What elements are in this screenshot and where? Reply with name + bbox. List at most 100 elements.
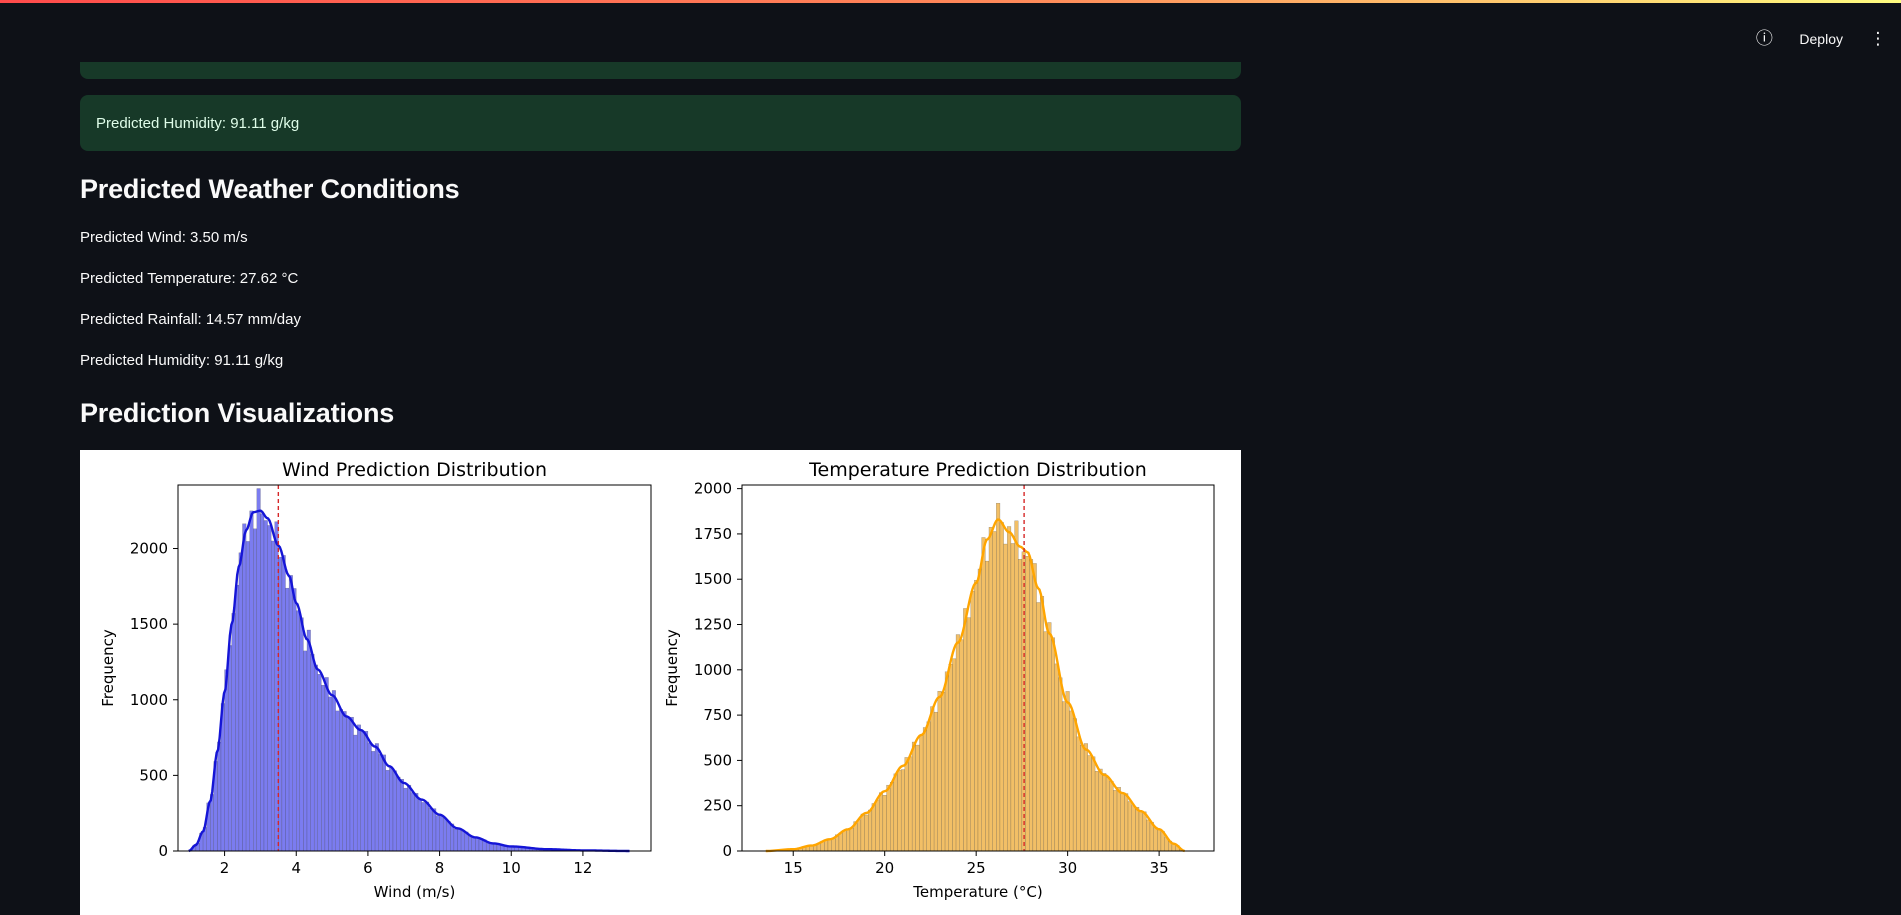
temp-histogram-bar: [1083, 743, 1088, 852]
temp-histogram-bar: [1003, 543, 1008, 852]
temp-histogram-bar: [846, 829, 851, 852]
wind-x-tick-label: 10: [502, 859, 521, 877]
temp-histogram-bar: [937, 691, 942, 852]
temp-x-tick-label: 30: [1058, 859, 1077, 877]
temp-histogram-bar: [911, 741, 916, 852]
temp-histogram-bar: [904, 757, 909, 852]
temp-kde-line: [765, 518, 1185, 853]
wind-histogram-bar: [446, 821, 451, 852]
temp-histogram-bar: [1146, 819, 1151, 852]
wind-histogram-bar: [346, 716, 351, 852]
temp-histogram-bar: [1065, 691, 1070, 852]
wind-histogram-bar: [263, 520, 268, 852]
temp-histogram-bar: [1010, 543, 1015, 852]
temp-histogram-bar: [1116, 787, 1121, 852]
wind-histogram-bar: [410, 792, 415, 852]
wind-histogram-bar: [442, 817, 447, 852]
temp-histogram-bar: [985, 560, 990, 852]
wind-histogram-bar: [342, 711, 347, 852]
info-icon[interactable]: ⓘ: [1755, 29, 1773, 49]
temp-histogram-bar: [1098, 768, 1103, 852]
wind-histogram-bar: [396, 776, 401, 852]
temp-histogram-bar: [944, 671, 949, 852]
wind-histogram-bar: [303, 650, 308, 852]
wind-histogram-bar: [317, 674, 322, 852]
wind-axes-frame: [177, 484, 652, 852]
wind-histogram-bar: [224, 669, 229, 852]
wind-x-tick-label: 2: [220, 859, 230, 877]
temp-x-tick-label: 25: [967, 859, 986, 877]
wind-x-tick-label: 6: [363, 859, 373, 877]
temp-histogram-bar: [838, 832, 843, 852]
wind-histogram-bar: [417, 798, 422, 852]
temp-histogram-bar: [1051, 637, 1056, 852]
wind-histogram-bar: [407, 784, 412, 852]
temp-histogram-bar: [897, 769, 902, 852]
wind-histogram-bar: [403, 787, 408, 852]
wind-histogram-bar: [475, 837, 480, 852]
wind-y-tick-label: 2000: [130, 540, 168, 558]
temp-histogram-bar: [977, 568, 982, 852]
predicted-temperature-text: Predicted Temperature: 27.62 °C: [80, 270, 299, 287]
temp-histogram-bar: [963, 608, 968, 852]
wind-chart-title: Wind Prediction Distribution: [282, 459, 547, 481]
temp-axes-frame: [741, 484, 1215, 852]
temp-histogram-bar: [1080, 744, 1085, 852]
wind-y-tick-label: 1500: [130, 615, 168, 633]
wind-histogram-bar: [468, 835, 473, 852]
temp-histogram-bar: [1142, 811, 1147, 852]
temp-histogram-bar: [868, 809, 873, 852]
alert-text: Predicted Humidity: 91.11 g/kg: [96, 114, 300, 132]
wind-histogram-bar: [256, 488, 261, 852]
wind-histogram-bar: [457, 828, 462, 852]
wind-histogram-bar: [356, 724, 361, 852]
temp-histogram-bar: [999, 522, 1004, 852]
wind-y-tick-label: 500: [139, 766, 168, 784]
temp-histogram-bar: [824, 840, 829, 852]
success-alert: Predicted Humidity: 91.11 g/kg: [80, 95, 1241, 151]
temp-histogram-bar: [1032, 563, 1037, 852]
temp-histogram-bar: [1021, 551, 1026, 852]
temp-histogram-bar: [992, 531, 997, 852]
deploy-button[interactable]: Deploy: [1799, 31, 1843, 47]
wind-histogram-bar: [227, 645, 232, 852]
wind-histogram-bar: [235, 584, 240, 852]
temp-histogram-bar: [1135, 806, 1140, 852]
temp-histogram-bar: [1120, 793, 1125, 852]
temp-y-tick-label: 1750: [694, 525, 732, 543]
wind-histogram-bar: [299, 617, 304, 852]
wind-histogram-bar: [439, 815, 444, 852]
temp-y-tick-label: 500: [703, 751, 732, 769]
temp-histogram-bar: [1076, 736, 1081, 852]
temp-histogram-bar: [1058, 677, 1063, 852]
temp-histogram-bar: [941, 691, 946, 852]
temp-histogram-bar: [1007, 526, 1012, 852]
temp-histogram-bar: [1072, 718, 1077, 852]
wind-histogram-bar: [392, 770, 397, 852]
vertical-ellipsis-icon[interactable]: ⋮: [1869, 29, 1887, 49]
temp-histogram-bar: [1029, 559, 1034, 852]
wind-histogram-bar: [335, 710, 340, 852]
temp-histogram-bar: [1014, 520, 1019, 852]
temp-histogram-bar: [1127, 801, 1132, 852]
temp-y-tick-label: 1250: [694, 616, 732, 634]
temp-histogram-bar: [981, 537, 986, 852]
wind-histogram-bar: [349, 716, 354, 852]
temp-histogram-bar: [1087, 755, 1092, 852]
wind-histogram-bar: [389, 767, 394, 852]
temp-histogram-bar: [948, 664, 953, 852]
temp-histogram-bar: [1138, 811, 1143, 852]
wind-histogram-bar: [310, 654, 315, 852]
wind-histogram-bar: [231, 613, 236, 852]
wind-histogram-bar: [374, 743, 379, 852]
wind-x-tick-label: 12: [573, 859, 592, 877]
wind-y-tick-label: 0: [158, 842, 168, 860]
temp-histogram-bar: [1091, 756, 1096, 852]
temp-histogram-bar: [857, 819, 862, 852]
temp-histogram-bar: [1069, 710, 1074, 852]
temp-y-tick-label: 1000: [694, 661, 732, 679]
temp-histogram-bar: [890, 782, 895, 852]
temp-histogram-bar: [926, 721, 931, 852]
conditions-heading: Predicted Weather Conditions: [80, 174, 460, 204]
temp-y-tick-label: 0: [722, 842, 732, 860]
